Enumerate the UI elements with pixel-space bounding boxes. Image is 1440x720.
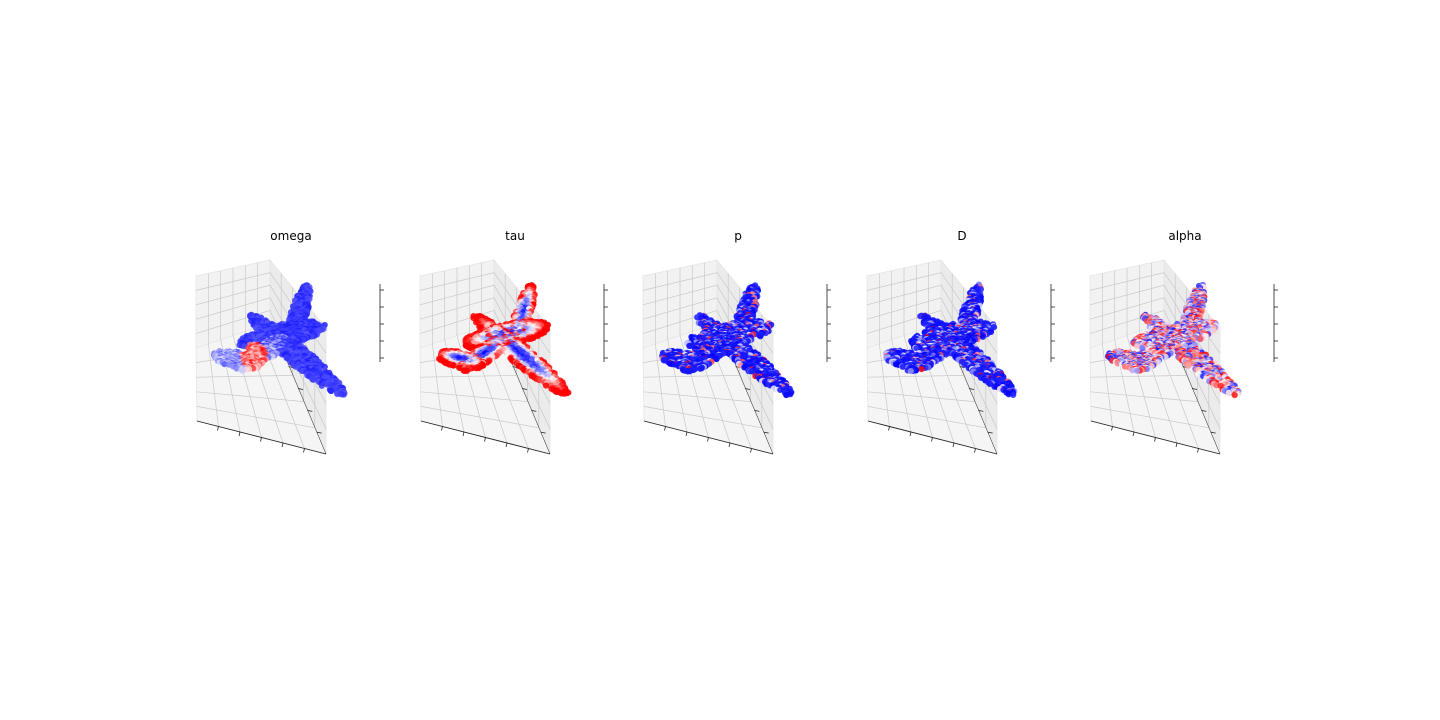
scatter-point [327,387,335,395]
plot-D[interactable] [850,250,1074,472]
subplot-title: D [957,229,967,243]
x-tick [238,431,241,437]
gridline [642,284,774,379]
x-tick [685,431,688,437]
gridline [207,343,219,427]
scatter-point [757,333,764,340]
gridline [419,284,551,379]
x-tick [728,442,731,448]
gridline [642,309,774,429]
scatter-point [713,355,720,363]
scatter-point [461,367,468,375]
x-tick [484,437,486,442]
scatter-point [473,365,480,372]
scatter-point [340,391,347,398]
gridline [867,391,975,402]
x-tick [260,437,262,442]
scatter-point [684,368,691,375]
axes-3d [419,258,608,455]
scatter-point [697,365,704,372]
gridline [195,309,327,429]
subplot-D: D [850,222,1074,472]
x-tick [750,448,752,453]
x-tick [909,431,912,437]
gridline [196,406,315,429]
x-tick [527,448,529,453]
subplot-p: p [626,222,850,472]
plot-omega[interactable] [179,250,403,472]
subplot-omega: omega [179,222,403,472]
y-tick [987,431,993,434]
scatter-point [783,391,790,399]
scatter-points [883,281,1018,398]
gridline [420,391,528,402]
subplot-tau: tau [403,222,627,472]
x-tick [441,426,443,431]
subplot-title: omega [270,229,312,243]
y-tick [307,409,313,412]
scatter-points [211,282,348,398]
scatter-point [310,376,317,383]
gridline [643,406,762,429]
scatter-points [659,282,795,399]
scatter-points [436,282,572,397]
y-tick [297,388,304,390]
scatter-point [318,382,325,389]
scatter-point [233,365,240,372]
x-tick [505,442,508,448]
x-tick [462,431,465,437]
x-tick [217,426,219,431]
x-tick [707,437,709,442]
subplot-title: tau [505,229,525,243]
scatter-point [561,390,568,397]
plot-tau[interactable] [403,250,627,472]
gridline [878,343,890,427]
gridline [643,375,740,378]
x-tick [974,448,976,453]
gridline [643,391,751,402]
x-tick [931,437,933,442]
y-tick [959,366,965,369]
scatter-point [542,382,550,389]
gridline [196,391,304,402]
gridline [867,406,986,429]
gridline [195,284,327,379]
gridline [867,375,964,378]
scatter-point [450,362,457,369]
gridline [654,343,666,427]
gridline [420,406,539,429]
x-tick [281,442,284,448]
x-tick [664,426,666,431]
gridline [431,343,443,427]
y-tick [754,409,760,412]
subplot-title: p [734,229,742,243]
scatter-point [527,335,534,343]
y-tick [968,388,975,390]
y-tick [763,431,769,434]
plot-p[interactable] [626,250,850,472]
y-tick [744,388,751,390]
y-tick [978,409,984,412]
y-tick [521,388,528,390]
scatter-point [221,361,228,368]
gridline [419,309,551,429]
x-tick [303,448,305,453]
x-tick [888,426,890,431]
gridline [420,375,517,378]
y-tick [540,431,546,434]
x-tick [952,442,955,448]
scatter-point [777,386,784,393]
gridline [196,375,293,378]
gridline [866,309,998,429]
scatter-point [239,367,246,374]
y-tick [316,431,322,434]
y-tick [531,409,537,412]
